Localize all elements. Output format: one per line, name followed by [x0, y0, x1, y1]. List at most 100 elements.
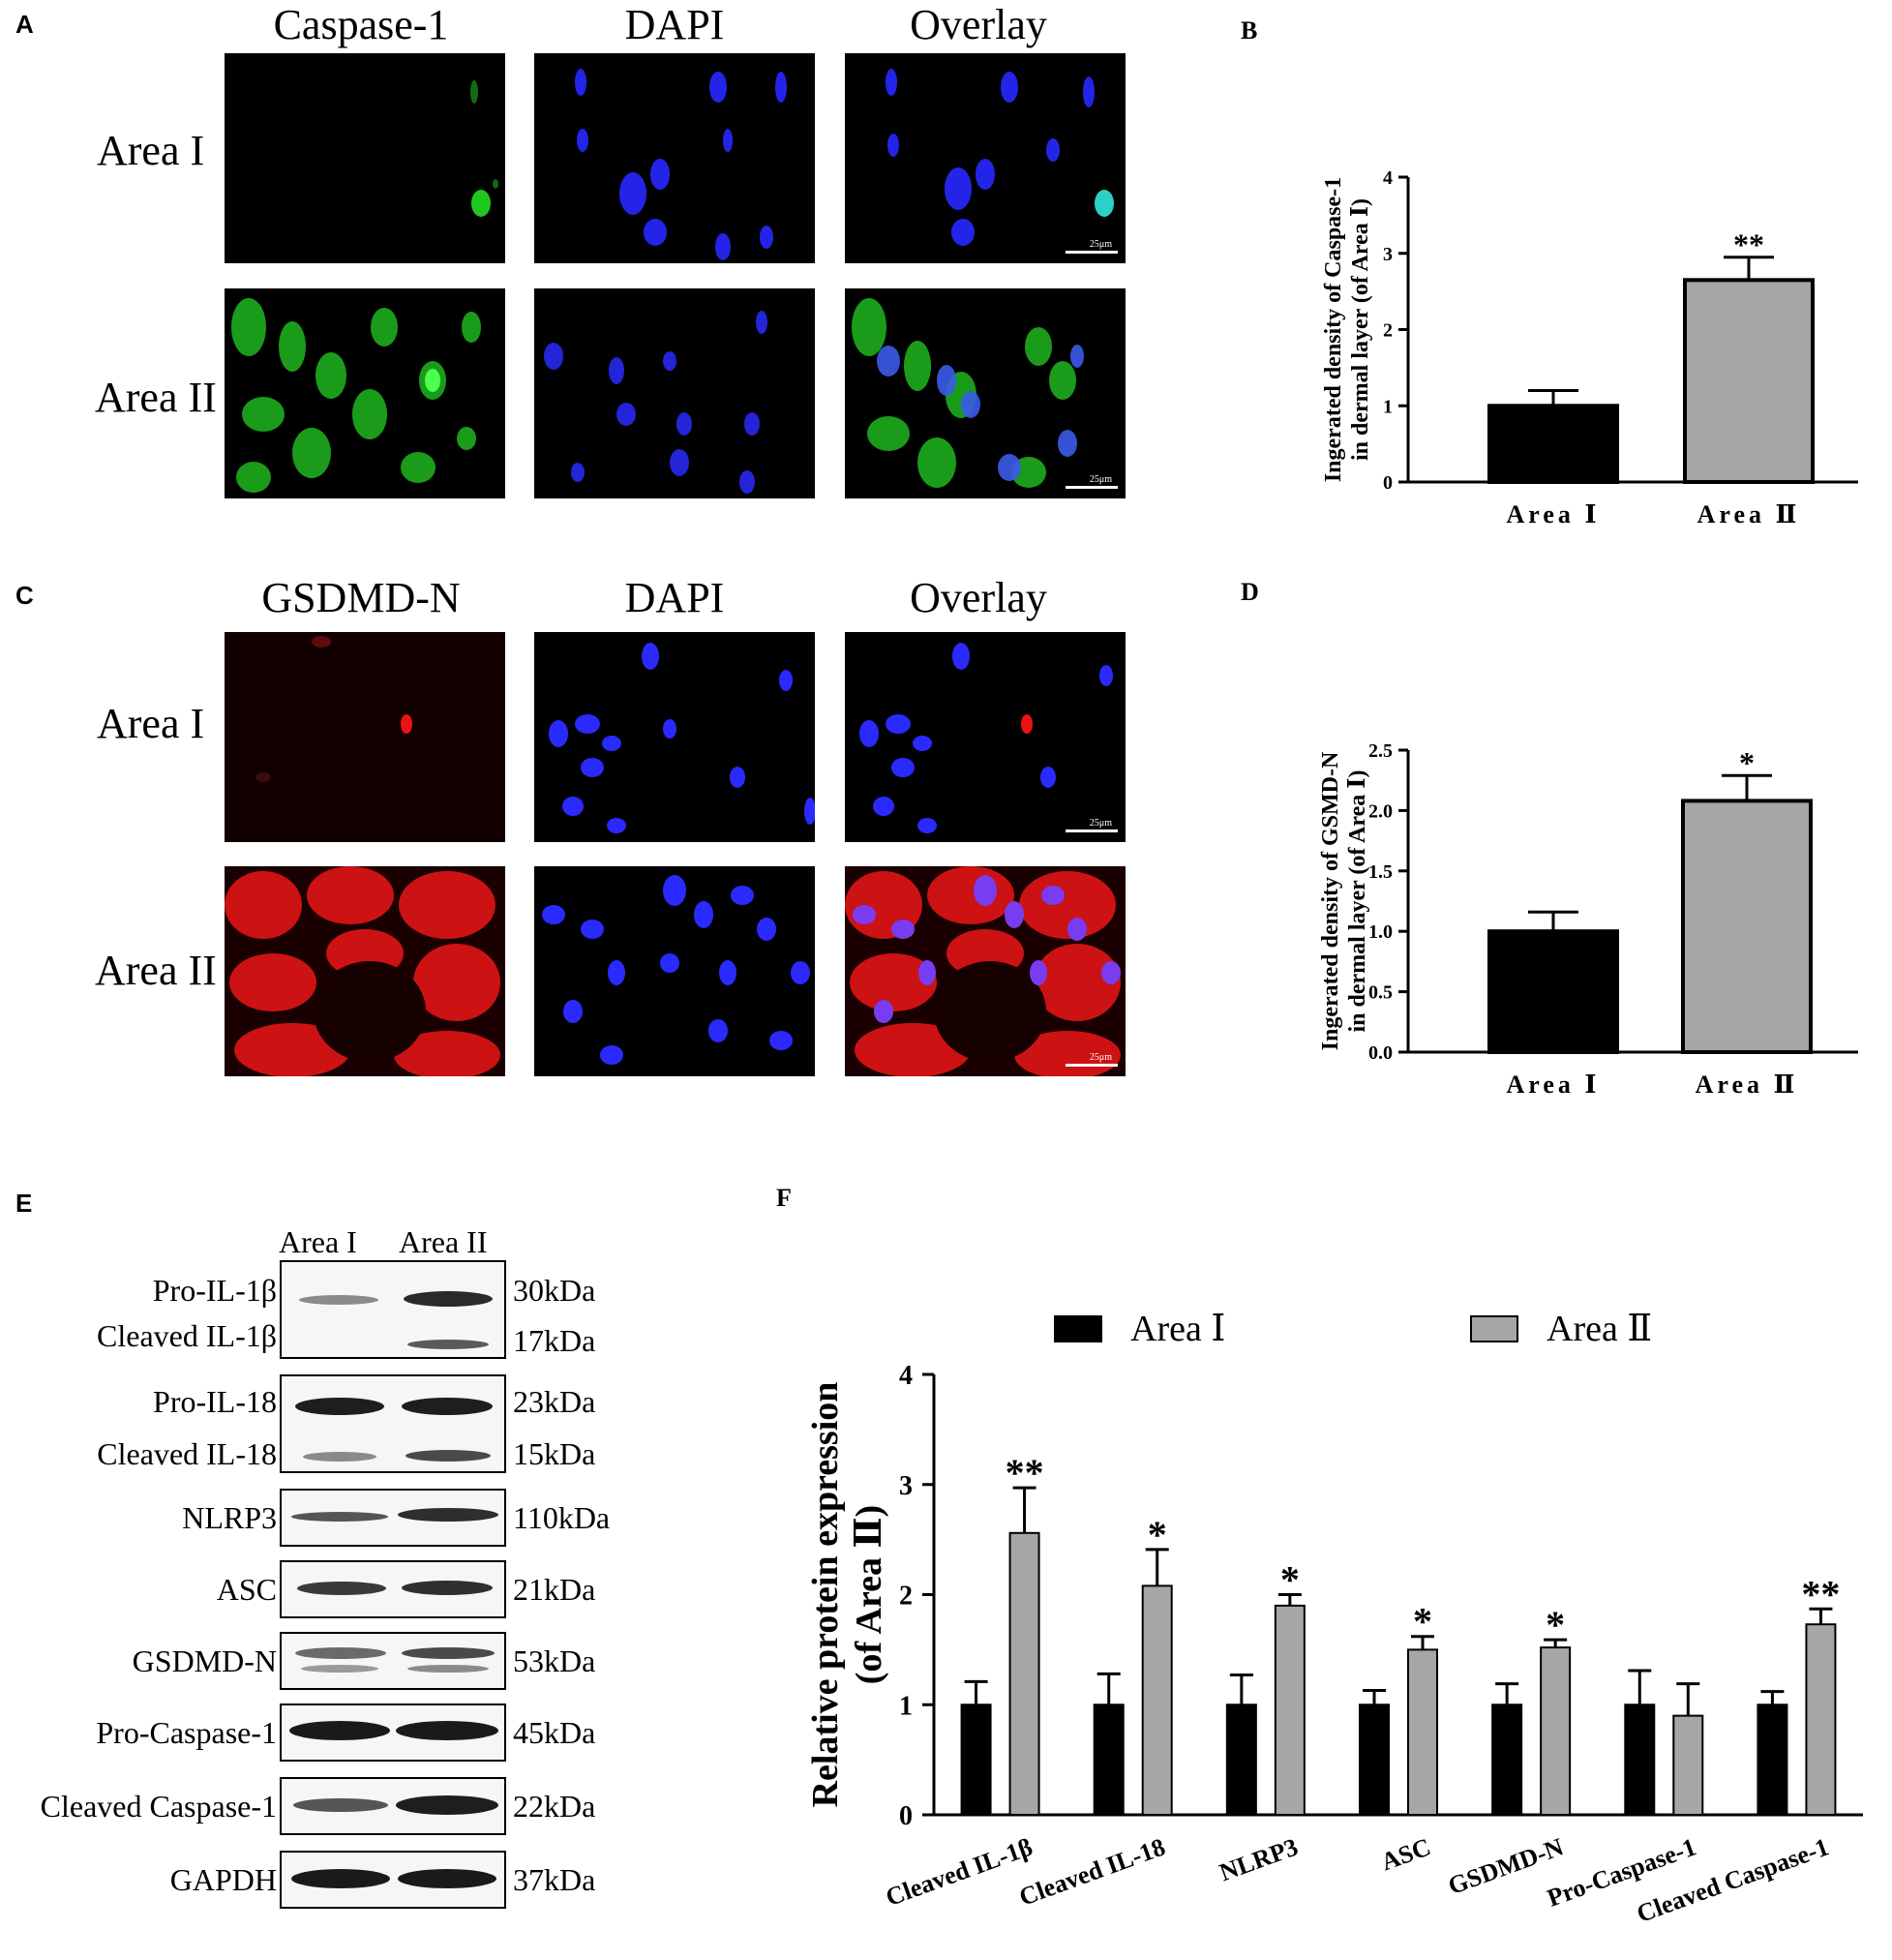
blot-cleaved-caspase-1 [280, 1777, 506, 1835]
band [402, 1647, 495, 1659]
bar [1487, 404, 1619, 484]
x-tick-label: Area Ⅱ [1697, 500, 1801, 528]
dapi-stain-area1-c [549, 643, 815, 833]
micrograph-dapi-area2 [534, 288, 815, 498]
y-axis-label: Ingerated density of GSMD-N [1318, 751, 1343, 1050]
kda-label: 17kDa [513, 1323, 596, 1358]
y-tick-label: 1 [899, 1691, 913, 1721]
row-label-area-2: Area II [95, 374, 217, 421]
row-label-area-1: Area I [97, 127, 205, 174]
y-tick-label: 2.0 [1368, 800, 1393, 822]
bar [1359, 1704, 1390, 1816]
x-tick-label: Area Ⅰ [1506, 500, 1600, 528]
column-header-dapi: DAPI [624, 574, 725, 621]
protein-label-pro-caspase-1: Pro-Caspase-1 [96, 1715, 277, 1750]
column-header-gsdmd: GSDMD-N [261, 574, 461, 621]
bar [1093, 1704, 1125, 1816]
protein-label-asc: ASC [216, 1572, 277, 1607]
blot-gsdmd-n [280, 1632, 506, 1690]
band [297, 1582, 386, 1595]
band [301, 1665, 378, 1673]
micrograph-overlay-area1: 25μm [845, 53, 1126, 263]
kda-label: 21kDa [513, 1572, 596, 1607]
significance-marker: * [1546, 1603, 1565, 1646]
blot-il1b [280, 1260, 506, 1359]
y-tick-label: 2 [899, 1582, 913, 1612]
y-tick-label: 1.5 [1368, 861, 1393, 883]
lane-label-area-1: Area I [279, 1224, 357, 1259]
protein-label-gsdmd-n: GSDMD-N [132, 1643, 277, 1678]
micrograph-dapi-area2-c [534, 866, 815, 1076]
scale-label: 25μm [1089, 474, 1112, 485]
bar [1491, 1704, 1523, 1816]
y-axis-label: Ingerated density of Caspase-1 [1321, 177, 1346, 482]
kda-label: 110kDa [513, 1500, 611, 1535]
bar [1683, 278, 1815, 484]
x-tick-label: ASC [1377, 1832, 1434, 1876]
panel-letter-e: E [15, 1189, 33, 1218]
band [295, 1398, 384, 1415]
y-tick-label: 3 [1383, 244, 1393, 265]
y-axis-label: in dermal layer (of Area Ⅰ) [1345, 770, 1370, 1033]
protein-label-nlrp3: NLRP3 [182, 1500, 277, 1535]
column-header-overlay: Overlay [910, 1, 1047, 48]
scale-label: 25μm [1089, 1052, 1112, 1063]
band [303, 1452, 376, 1462]
blot-pro-caspase-1 [280, 1704, 506, 1762]
y-tick-label: 0 [1383, 472, 1393, 494]
y-tick-label: 3 [899, 1471, 913, 1501]
y-tick-label: 1.0 [1368, 921, 1393, 943]
column-header-dapi: DAPI [624, 1, 725, 48]
blot-nlrp3 [280, 1489, 506, 1547]
y-tick-label: 0 [899, 1801, 913, 1831]
scale-bar [1066, 1064, 1118, 1067]
y-axis-label: in dermal layer (of Area Ⅰ) [1348, 198, 1373, 461]
y-tick-label: 4 [899, 1361, 913, 1391]
scale-bar [1066, 251, 1118, 254]
blot-gapdh [280, 1851, 506, 1909]
micrograph-overlay-area1-c: 25μm [845, 632, 1126, 842]
bar [1008, 1531, 1040, 1816]
band [396, 1721, 498, 1740]
legend-swatch [1054, 1315, 1102, 1342]
kda-label: 53kDa [513, 1643, 596, 1678]
column-header-caspase: Caspase-1 [273, 1, 449, 48]
legend-swatch [1470, 1315, 1518, 1342]
blot-il18 [280, 1374, 506, 1473]
y-tick-label: 0.0 [1368, 1042, 1393, 1064]
band [398, 1508, 498, 1522]
y-tick-label: 1 [1383, 396, 1393, 417]
significance-marker: * [1413, 1600, 1432, 1643]
bar [1672, 1714, 1704, 1816]
x-tick-label: Cleaved IL-1β [882, 1832, 1036, 1912]
panel-letter-d: D [1241, 578, 1259, 606]
legend-label: Area Ⅱ [1547, 1309, 1652, 1349]
significance-marker: * [1739, 745, 1755, 780]
kda-label: 30kDa [513, 1273, 596, 1308]
bar [1274, 1604, 1306, 1816]
row-label-area-2: Area II [95, 947, 217, 994]
chart-b: B 0 1 2 3 4 Area Ⅰ ** Area Ⅱ Ingerated density o… [1241, 16, 1858, 528]
y-tick-label: 4 [1383, 167, 1393, 189]
y-tick-label: 2 [1383, 320, 1393, 342]
micrograph-gsdmd-area1 [225, 632, 505, 842]
band [291, 1512, 388, 1522]
band [289, 1721, 390, 1740]
overlay-stain-area1-c [859, 643, 1113, 833]
band [404, 1291, 493, 1307]
band [402, 1581, 493, 1595]
chart-d: D 0.0 0.5 1.0 1.5 2.0 2.5 Area Ⅰ * Area Ⅱ Ingerat… [1241, 578, 1858, 1099]
band [293, 1798, 388, 1812]
panel-letter-f: F [776, 1184, 792, 1212]
significance-marker: ** [1733, 227, 1764, 262]
bar [1487, 929, 1619, 1055]
band [396, 1795, 498, 1815]
panel-letter-b: B [1241, 16, 1257, 45]
bar [1141, 1584, 1173, 1816]
kda-label: 37kDa [513, 1862, 596, 1897]
band [402, 1398, 493, 1415]
gsdmd-stain-area2 [225, 866, 500, 1076]
lane-label-area-2: Area II [399, 1224, 488, 1259]
panel-letter-c: C [15, 581, 34, 610]
